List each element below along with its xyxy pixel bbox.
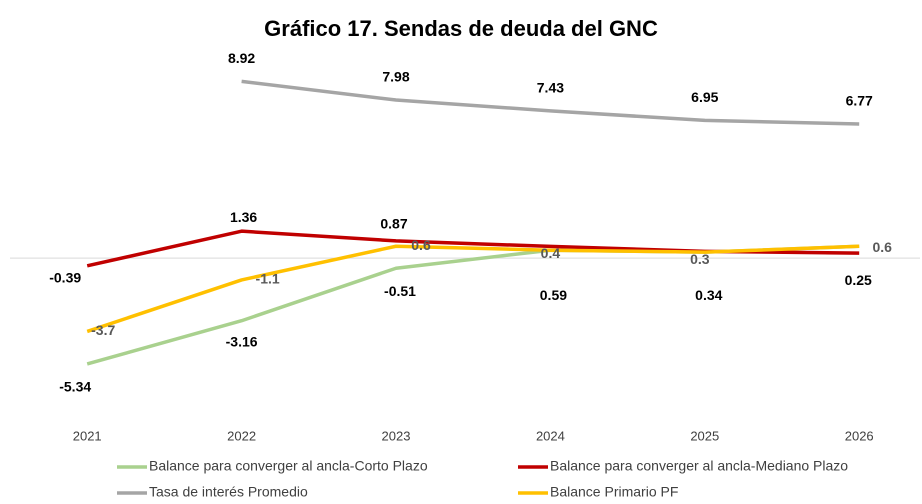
legend-label: Balance para converger al ancla-Corto Pl…: [149, 458, 428, 474]
data-label: 1.36: [230, 209, 257, 225]
data-label: 0.3: [690, 251, 710, 267]
legend-label: Balance para converger al ancla-Mediano …: [550, 458, 848, 474]
data-label: 8.92: [228, 50, 255, 66]
x-tick-label: 2023: [382, 428, 411, 443]
series-line: [86, 244, 860, 334]
data-label: 0.87: [380, 216, 407, 232]
data-label: 6.95: [691, 89, 718, 105]
data-label: 0.4: [541, 245, 561, 261]
legend-label: Balance Primario PF: [550, 484, 678, 500]
data-label: -5.34: [59, 379, 91, 395]
data-label: 0.6: [411, 237, 431, 253]
x-tick-label: 2026: [845, 428, 874, 443]
x-tick-label: 2022: [227, 428, 256, 443]
legend-label: Tasa de interés Promedio: [149, 484, 308, 500]
x-tick-label: 2021: [73, 428, 102, 443]
x-tick-label: 2025: [690, 428, 719, 443]
data-label: 0.25: [845, 272, 872, 288]
data-label: 6.77: [846, 93, 873, 109]
x-tick-label: 2024: [536, 428, 565, 443]
chart-title: Gráfico 17. Sendas de deuda del GNC: [264, 16, 658, 41]
data-label: -1.1: [256, 271, 280, 287]
data-label: 0.59: [540, 287, 567, 303]
data-label: -0.51: [384, 283, 416, 299]
data-label: -0.39: [49, 270, 81, 286]
series-line: [241, 79, 860, 126]
data-label: 0.6: [872, 239, 892, 255]
series-line: [86, 244, 860, 366]
data-label: -3.7: [91, 322, 115, 338]
data-label: 0.34: [695, 287, 722, 303]
data-label: 7.98: [382, 69, 409, 85]
data-label: 7.43: [537, 80, 564, 96]
data-label: -3.16: [226, 333, 258, 349]
